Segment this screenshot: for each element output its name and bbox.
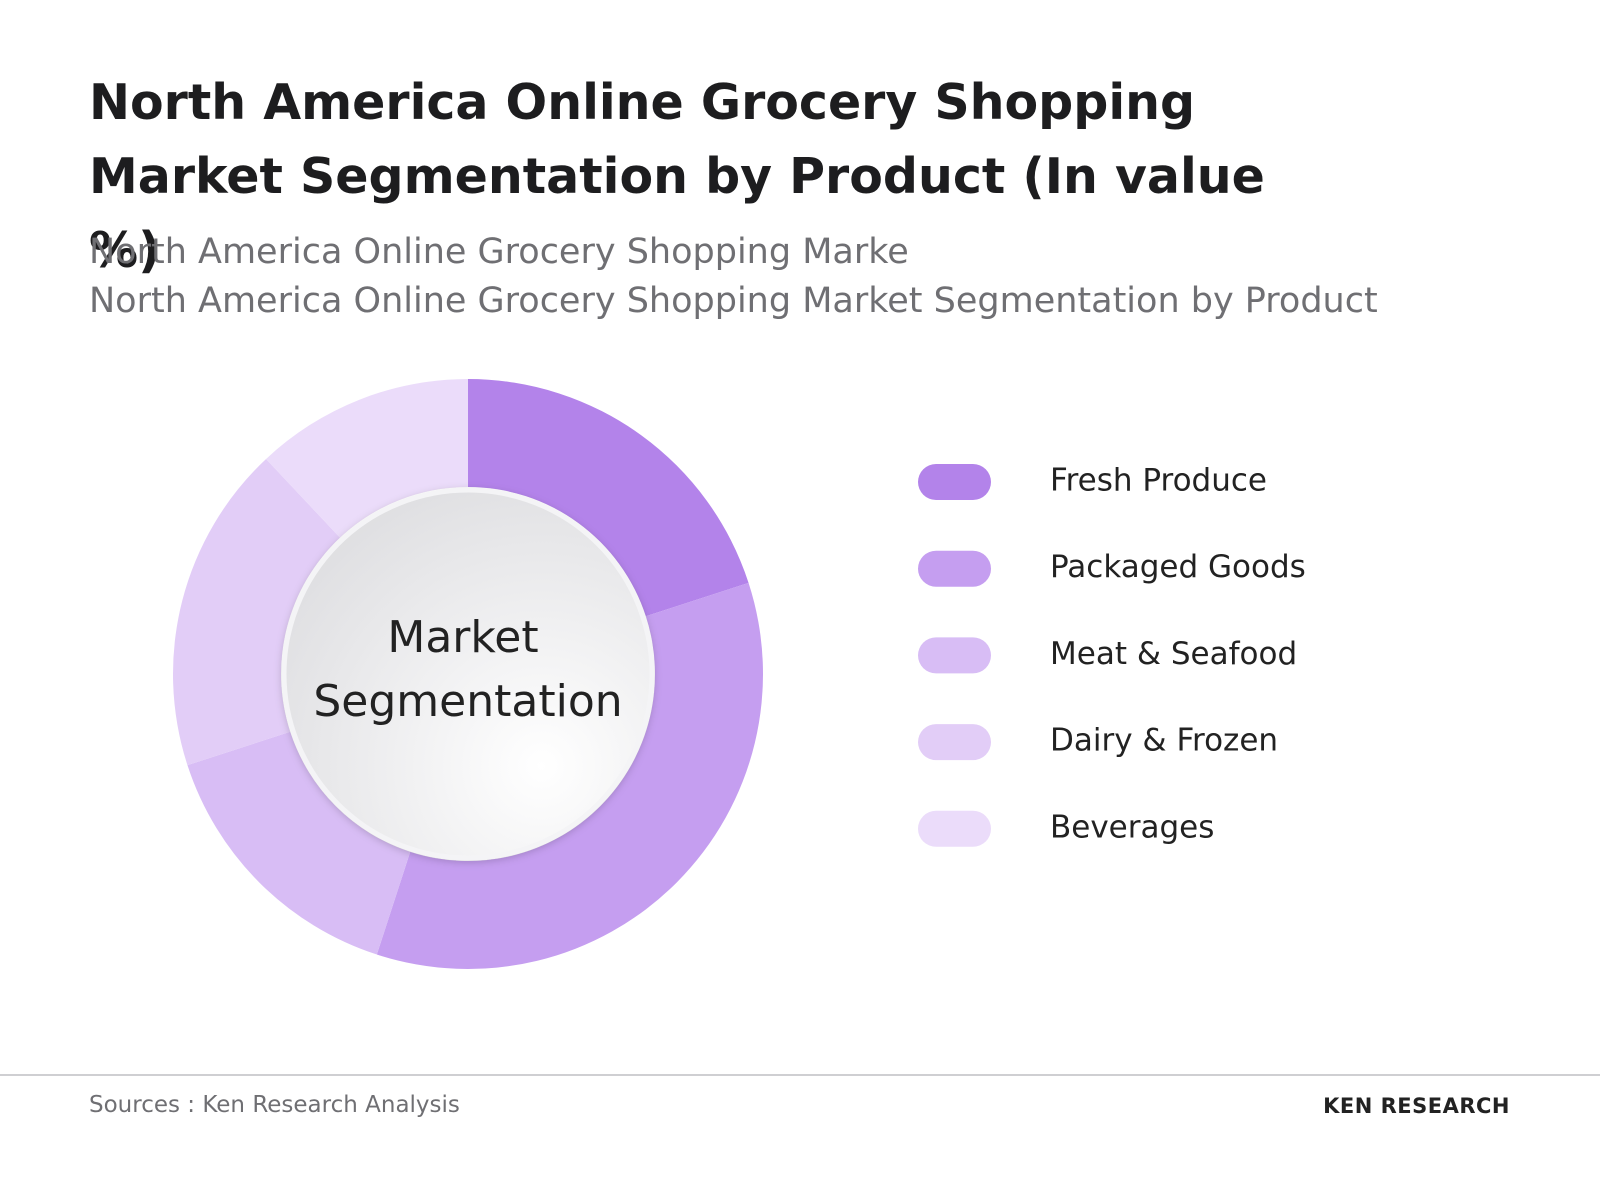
donut-hub [281,487,655,861]
chart: Market Segmentation Fresh Produce Package… [172,379,1306,969]
legend-swatch [918,637,991,674]
logo: KEN RESEARCH [1323,1094,1510,1118]
subtitle: North America Online Grocery Shopping Ma… [89,232,909,272]
chart-title: North America Online Grocery Shopping Ma… [89,74,1265,279]
subtitle: North America Online Grocery Shopping Ma… [89,281,1378,321]
footer-rule [0,1074,1600,1076]
legend-swatch [918,550,991,587]
legend-swatch [918,724,991,761]
center-label: Segmentation [313,676,622,727]
donut-slice [187,731,411,955]
legend-swatch [918,810,991,847]
source: Sources : Ken Research Analysis [89,1092,460,1118]
donut-slice [266,379,468,538]
center-label: Market [387,612,538,663]
legend-swatch [918,464,991,500]
donut-slice [172,458,340,766]
legend-label: Fresh Produce [1050,463,1267,499]
donut-slice [376,582,763,969]
legend-label: Beverages [1050,809,1214,845]
legend-label: Dairy & Frozen [1050,723,1278,759]
legend-label: Packaged Goods [1050,549,1306,585]
legend-label: Meat & Seafood [1050,636,1297,672]
donut-slice [468,379,749,617]
